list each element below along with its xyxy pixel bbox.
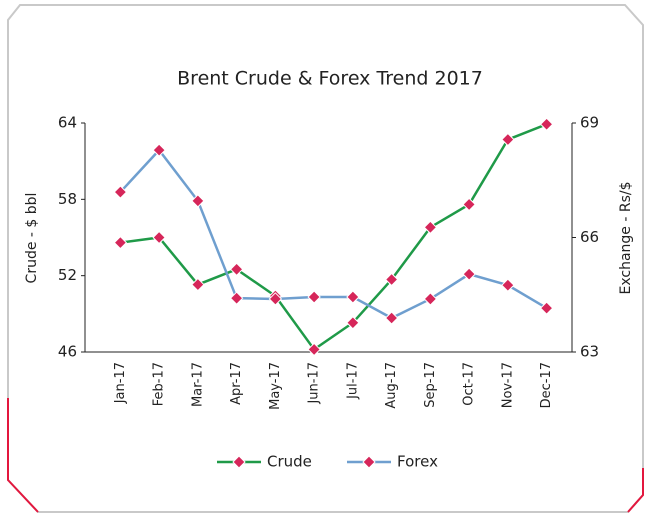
point	[346, 290, 360, 304]
point	[307, 342, 321, 357]
point	[191, 194, 205, 208]
point	[229, 262, 244, 277]
card-accent	[7, 398, 39, 513]
point	[501, 132, 515, 147]
x-tick-label: Oct-17	[462, 362, 477, 406]
legend-label: Crude	[267, 453, 312, 471]
legend-marker	[232, 455, 246, 469]
x-tick-label: Aug-17	[384, 362, 399, 409]
legend-marker	[362, 455, 376, 469]
series-line	[120, 123, 548, 352]
x-tick-label: Dec-17	[539, 362, 554, 408]
y-axis-label: Crude - $ bbl	[24, 193, 40, 284]
point	[462, 267, 476, 281]
point	[152, 143, 166, 157]
y-tick-label: 58	[58, 190, 77, 208]
point	[423, 220, 438, 235]
x-tick-label: Nov-17	[500, 362, 515, 408]
point	[113, 235, 128, 250]
point	[539, 117, 554, 131]
point	[307, 290, 321, 304]
series-line	[119, 148, 548, 320]
x-tick-label: Sep-17	[423, 362, 438, 408]
x-tick-label: Jul-17	[345, 362, 360, 400]
y-tick-label: 46	[58, 343, 77, 361]
legend-label: Forex	[397, 453, 438, 471]
y2-tick-label: 66	[580, 228, 599, 246]
point	[384, 311, 399, 325]
y2-tick-label: 63	[580, 343, 599, 361]
point	[384, 272, 399, 287]
y2-tick-label: 69	[580, 114, 599, 132]
y2-axis-label: Exchange - Rs/$	[618, 181, 634, 294]
point	[229, 291, 244, 305]
x-tick-label: Jun-17	[307, 362, 322, 405]
point	[423, 292, 438, 306]
y-tick-label: 52	[58, 266, 77, 284]
point	[191, 277, 205, 292]
x-tick-label: Jan-17	[113, 362, 128, 404]
point	[539, 301, 554, 315]
point	[462, 197, 476, 212]
x-tick-label: Feb-17	[152, 362, 167, 406]
card-accent	[627, 468, 644, 513]
point	[346, 316, 360, 330]
y-tick-label: 64	[58, 114, 77, 132]
point	[501, 278, 515, 292]
chart-title: Brent Crude & Forex Trend 2017	[177, 68, 483, 90]
x-tick-label: Apr-17	[229, 362, 244, 405]
x-tick-label: Mar-17	[190, 362, 205, 407]
x-tick-label: May-17	[268, 362, 283, 410]
point	[113, 185, 128, 199]
point	[268, 292, 283, 306]
point	[152, 230, 166, 245]
